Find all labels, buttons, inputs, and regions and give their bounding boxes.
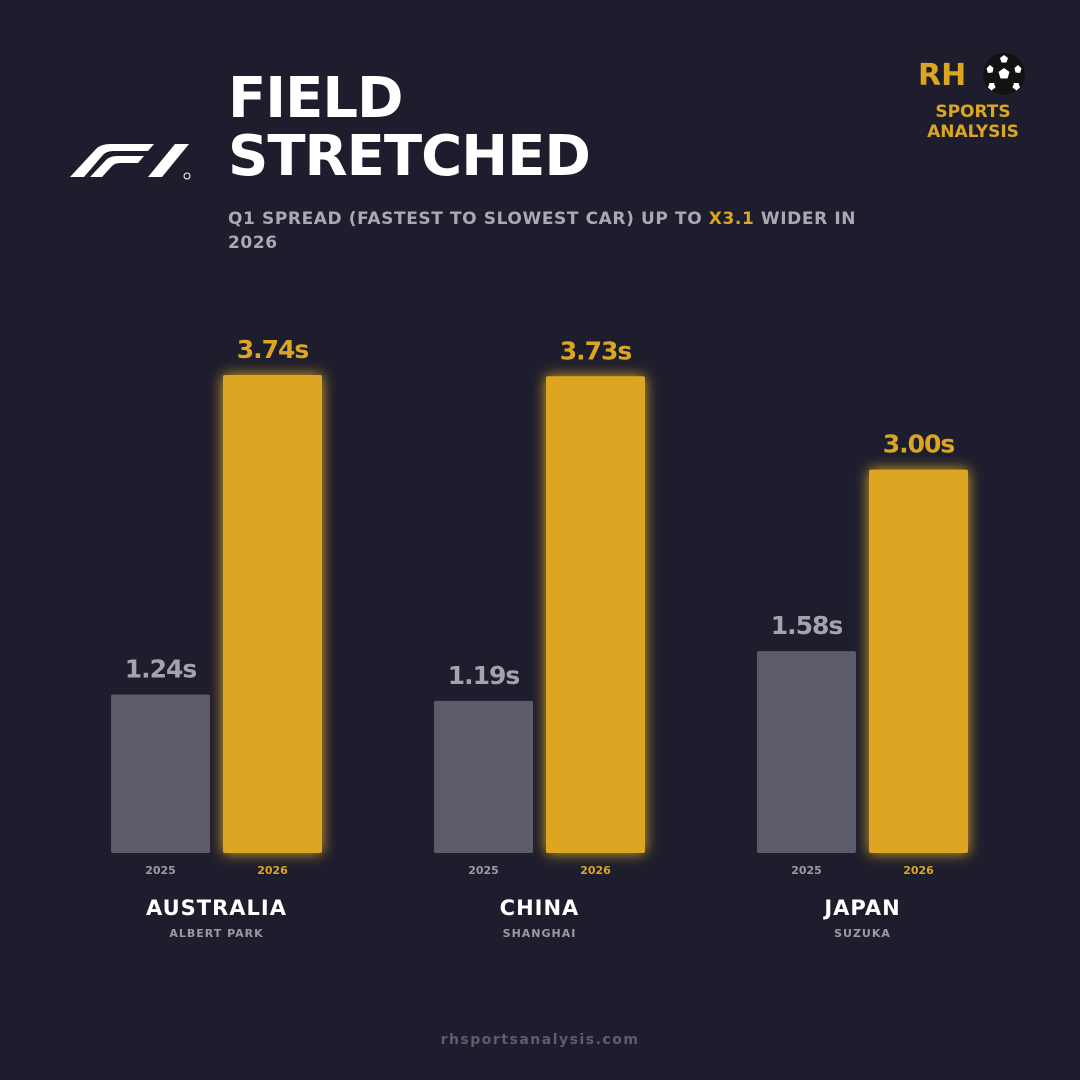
subtitle-text-end: WIDER IN 2026: [228, 209, 857, 253]
series-label: 2025: [468, 864, 499, 877]
f1-logo-icon: [70, 144, 191, 180]
subtitle-text: Q1 SPREAD (FASTEST TO SLOWEST CAR) UP TO: [228, 209, 709, 229]
title-line-2: STRETCHED: [228, 124, 591, 189]
brand-logo: RH SPORTS ANALYSIS: [916, 52, 1036, 144]
category-label: JAPAN: [822, 896, 900, 920]
subtitle: Q1 SPREAD (FASTEST TO SLOWEST CAR) UP TO…: [228, 207, 868, 255]
bar-2026-china: [546, 376, 645, 853]
bar-value-label: 3.73s: [560, 336, 632, 365]
brand-line-2: ANALYSIS: [927, 122, 1019, 142]
bar-value-label: 1.24s: [125, 655, 197, 684]
series-label: 2026: [903, 864, 934, 877]
category-sublabel: SUZUKA: [834, 927, 891, 940]
category-label: AUSTRALIA: [146, 896, 287, 920]
bar-value-label: 3.74s: [237, 335, 309, 364]
category-sublabel: SHANGHAI: [503, 927, 577, 940]
title-line-1: FIELD: [228, 66, 404, 131]
footer-url: rhsportsanalysis.com: [440, 1032, 640, 1048]
category-sublabel: ALBERT PARK: [169, 927, 263, 940]
series-label: 2025: [791, 864, 822, 877]
category-label: CHINA: [500, 896, 580, 920]
subtitle-highlight: X3.1: [708, 209, 755, 229]
series-label: 2026: [257, 864, 288, 877]
brand-initials: RH: [918, 58, 967, 93]
series-label: 2026: [580, 864, 611, 877]
bar-2025-china: [434, 700, 533, 853]
bar-2026-japan: [869, 469, 968, 853]
brand-line-1: SPORTS: [935, 102, 1011, 122]
page-title: FIELD STRETCHED: [228, 66, 591, 189]
soccer-ball-icon: [983, 53, 1025, 95]
bar-value-label: 3.00s: [883, 430, 955, 459]
bar-2025-australia: [111, 694, 210, 853]
bar-2026-australia: [223, 375, 322, 853]
bar-value-label: 1.19s: [448, 661, 520, 690]
bar-value-label: 1.58s: [771, 611, 843, 640]
series-label: 2025: [145, 864, 176, 877]
bar-2025-japan: [757, 651, 856, 853]
